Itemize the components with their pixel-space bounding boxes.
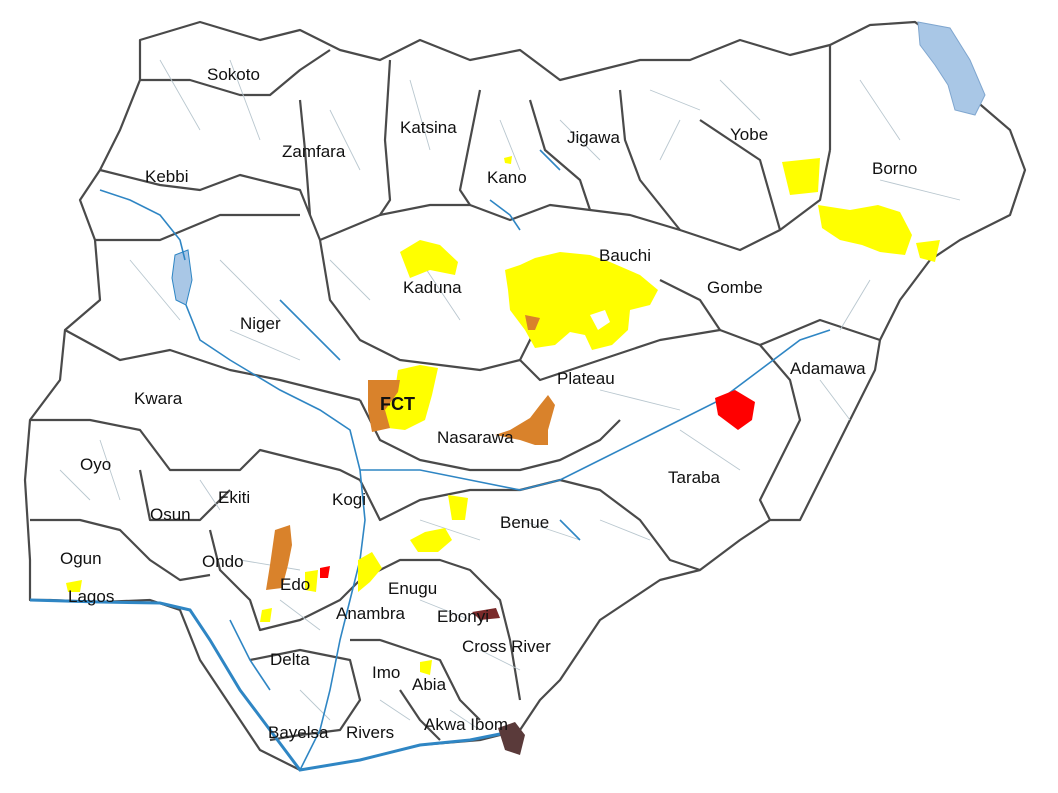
label-edo: Edo — [280, 575, 310, 594]
label-kwara: Kwara — [134, 389, 183, 408]
country-outline — [23, 20, 1027, 772]
label-cross-river: Cross River — [462, 637, 551, 656]
label-akwa-ibom: Akwa Ibom — [424, 715, 508, 734]
label-bayelsa: Bayelsa — [268, 723, 329, 742]
label-katsina: Katsina — [400, 118, 457, 137]
label-taraba: Taraba — [668, 468, 721, 487]
kainji-lake — [171, 249, 193, 306]
label-ekiti: Ekiti — [218, 488, 250, 507]
label-oyo: Oyo — [80, 455, 111, 474]
state-borders — [30, 45, 881, 742]
label-zamfara: Zamfara — [282, 142, 346, 161]
label-anambra: Anambra — [336, 604, 406, 623]
label-plateau: Plateau — [557, 369, 615, 388]
label-imo: Imo — [372, 663, 400, 682]
label-ondo: Ondo — [202, 552, 244, 571]
label-osun: Osun — [150, 505, 191, 524]
label-kebbi: Kebbi — [145, 167, 188, 186]
label-delta: Delta — [270, 650, 310, 669]
label-kaduna: Kaduna — [403, 278, 462, 297]
label-ebonyi: Ebonyi — [437, 607, 489, 626]
label-yobe: Yobe — [730, 125, 768, 144]
label-kano: Kano — [487, 168, 527, 187]
label-sokoto: Sokoto — [207, 65, 260, 84]
label-borno: Borno — [872, 159, 917, 178]
rivers — [29, 149, 831, 772]
label-adamawa: Adamawa — [790, 359, 866, 378]
label-bauchi: Bauchi — [599, 246, 651, 265]
label-jigawa: Jigawa — [567, 128, 620, 147]
state-labels: Sokoto Zamfara Katsina Jigawa Yobe Borno… — [60, 65, 917, 742]
label-niger: Niger — [240, 314, 281, 333]
label-benue: Benue — [500, 513, 549, 532]
label-enugu: Enugu — [388, 579, 437, 598]
label-ogun: Ogun — [60, 549, 102, 568]
label-kogi: Kogi — [332, 490, 366, 509]
lake-chad — [917, 21, 986, 116]
label-lagos: Lagos — [68, 587, 114, 606]
label-abia: Abia — [412, 675, 447, 694]
label-fct: FCT — [380, 394, 415, 414]
lga-lines — [59, 59, 961, 731]
label-nasarawa: Nasarawa — [437, 428, 514, 447]
label-rivers: Rivers — [346, 723, 394, 742]
highlighted-areas — [66, 156, 940, 755]
label-gombe: Gombe — [707, 278, 763, 297]
